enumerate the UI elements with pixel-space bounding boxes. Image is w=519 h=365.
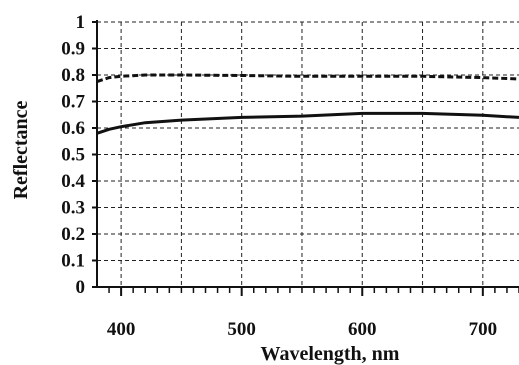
x-axis-label: Wavelength, nm [261, 343, 400, 365]
tick-labels: 0 0.1 0.2 0.3 0.4 0.5 0.6 0.7 0.8 0.9 1 400 500 600 70… [61, 12, 497, 340]
series-group [96, 73, 519, 135]
y-tick-label: 0.9 [61, 39, 85, 60]
y-tick-label: 0.6 [61, 118, 85, 139]
solid-series-line [96, 111, 519, 135]
x-tick-label: 500 [227, 319, 256, 340]
y-tick-label: 0.4 [61, 171, 85, 192]
y-tick-label: 0.5 [61, 145, 85, 166]
y-tick-label: 0.2 [61, 224, 85, 245]
x-tick-label: 700 [469, 319, 498, 340]
y-axis-label: Reflectance [10, 100, 32, 199]
y-tick-label: 0.7 [61, 92, 85, 113]
y-tick-label: 0.1 [61, 251, 85, 272]
x-tick-label: 400 [107, 319, 136, 340]
y-tick-label: 0.8 [61, 65, 85, 86]
y-tick-label: 0.3 [61, 198, 85, 219]
axes [92, 20, 519, 296]
y-tick-label: 0 [76, 277, 86, 298]
dashed-series-line [96, 73, 519, 84]
x-tick-label: 600 [348, 319, 377, 340]
grid [97, 21, 519, 287]
y-tick-label: 1 [76, 12, 86, 33]
